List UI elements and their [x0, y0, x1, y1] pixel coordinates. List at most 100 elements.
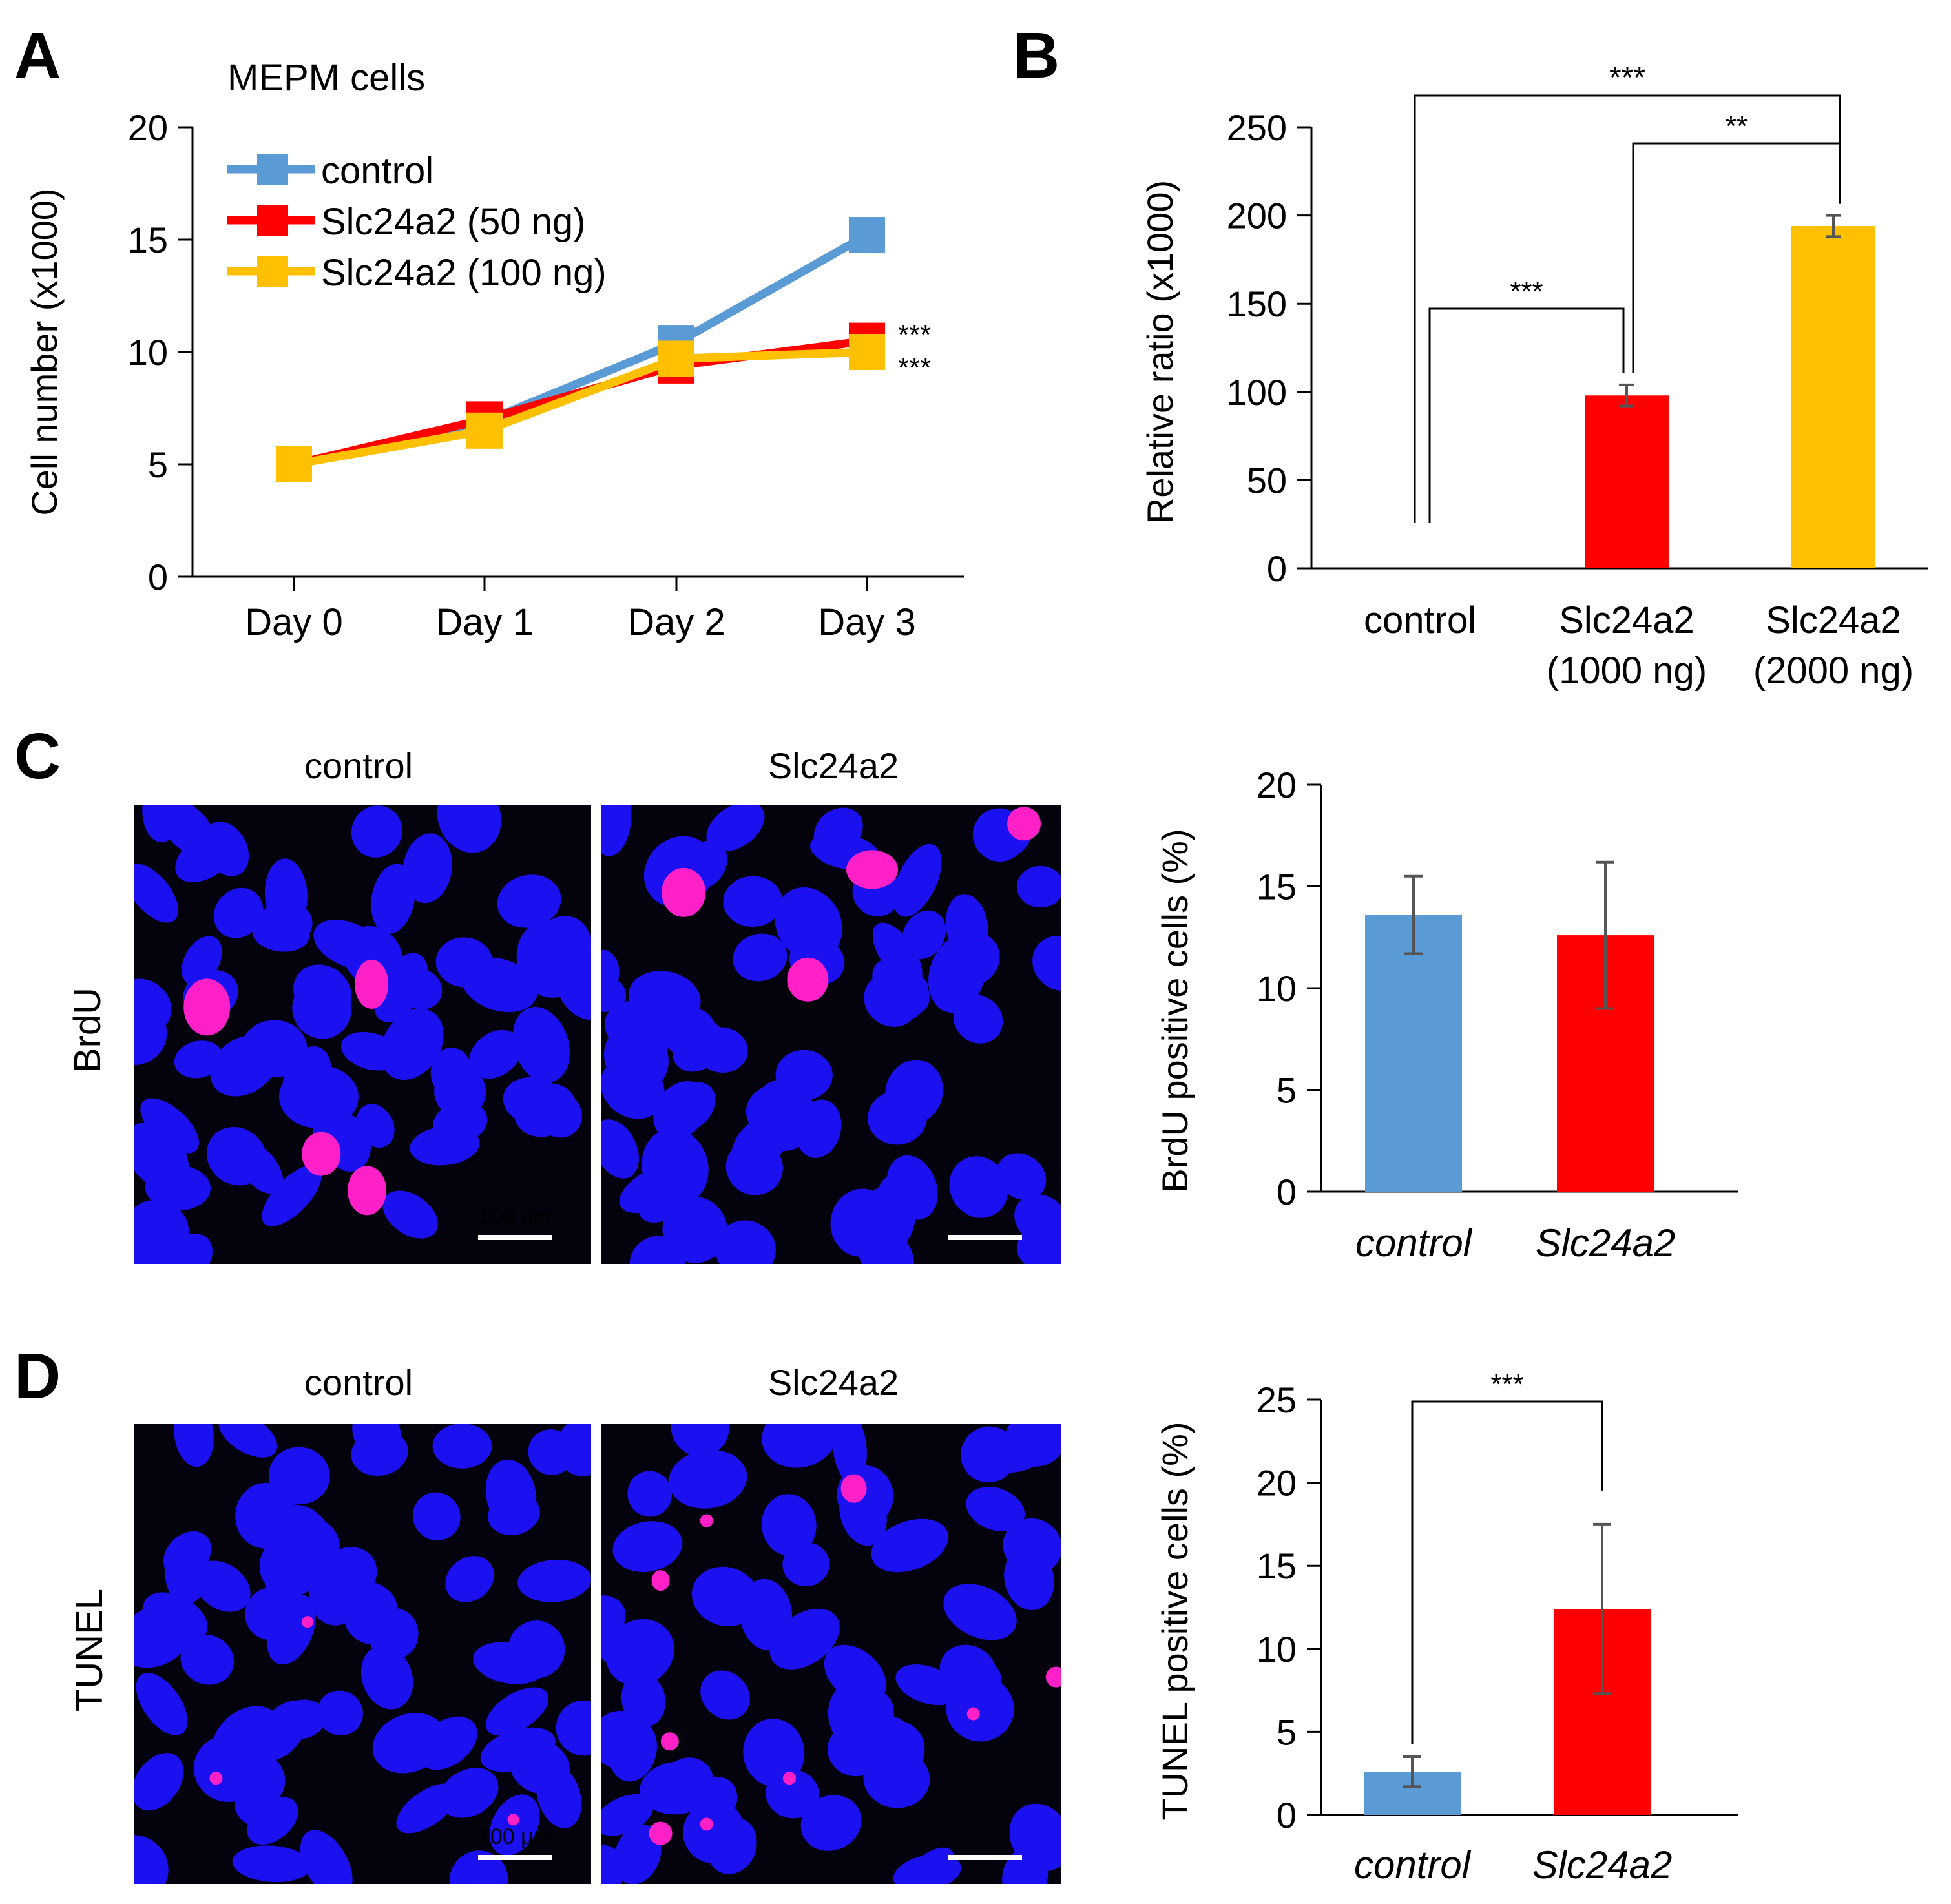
blue-nucleus [235, 1482, 296, 1549]
blue-nucleus [469, 1030, 522, 1079]
blue-nucleus [943, 1584, 1017, 1640]
blue-nucleus [949, 1156, 1008, 1218]
blue-nucleus [897, 1847, 955, 1884]
chart-c-xtick-label: control [1355, 1221, 1473, 1265]
chart-a-ytick-label: 15 [128, 220, 168, 260]
chart-c-xtick-label: Slc24a2 [1536, 1221, 1676, 1265]
pink-nucleus [840, 1474, 867, 1503]
chart-a-legend-label: control [321, 150, 433, 192]
blue-nucleus [864, 973, 919, 1027]
chart-b-xtick-label: (2000 ng) [1753, 650, 1914, 692]
panel-c-col-label-control: control [304, 745, 413, 786]
blue-nucleus [706, 805, 765, 852]
blue-nucleus [642, 1128, 709, 1206]
chart-b-xtick-label: (1000 ng) [1547, 650, 1707, 692]
blue-nucleus [517, 1559, 591, 1602]
blue-nucleus [245, 1587, 298, 1640]
panel-d-letter: D [14, 1340, 61, 1412]
panel-c-col-label-slc24a2: Slc24a2 [768, 745, 899, 786]
blue-nucleus [218, 1424, 278, 1458]
blue-nucleus [211, 1706, 283, 1776]
chart-d-ytick-label: 10 [1257, 1629, 1297, 1670]
chart-b-ytick-label: 100 [1227, 372, 1287, 413]
blue-nucleus [601, 1845, 626, 1884]
chart-b-ytick-label: 150 [1227, 284, 1287, 324]
pink-nucleus [507, 1814, 519, 1826]
pink-nucleus [782, 1772, 796, 1785]
chart-a-xtick-label: Day 0 [245, 601, 343, 643]
blue-nucleus [159, 805, 216, 857]
blue-nucleus [928, 935, 986, 1013]
pink-nucleus [1007, 807, 1041, 841]
blue-nucleus [1014, 1194, 1061, 1245]
blue-nucleus [955, 1661, 1002, 1706]
chart-b-xtick-label: Slc24a2 [1559, 599, 1695, 641]
blue-nucleus [621, 1672, 666, 1727]
pink-nucleus [183, 978, 231, 1036]
micC2-nuclei [601, 805, 1061, 1264]
panel-c-letter: C [14, 720, 61, 792]
blue-nucleus [558, 967, 591, 1020]
blue-nucleus [832, 1424, 867, 1484]
micD2-nuclei [601, 1424, 1061, 1884]
blue-nucleus [485, 1459, 537, 1530]
chart-a-series-point [849, 217, 885, 254]
blue-nucleus [213, 887, 264, 938]
blue-nucleus [665, 1082, 716, 1133]
chart-a-ytick-label: 20 [128, 107, 168, 148]
blue-nucleus [232, 1845, 311, 1883]
blue-nucleus [434, 1065, 486, 1119]
pink-nucleus [660, 1732, 679, 1751]
pink-nucleus [846, 850, 899, 889]
blue-nucleus [356, 1104, 395, 1148]
blue-nucleus [134, 1603, 194, 1668]
blue-nucleus [715, 1220, 776, 1264]
chart-d-xtick-label: Slc24a2 [1532, 1843, 1673, 1887]
chart-d-significance-bracket [1411, 1400, 1603, 1744]
blue-nucleus [695, 1027, 748, 1073]
blue-nucleus [601, 805, 632, 856]
chart-a-significance-label: *** [898, 319, 931, 351]
blue-nucleus [609, 1720, 657, 1782]
pink-nucleus [355, 959, 389, 1009]
blue-nucleus [351, 1429, 408, 1476]
blue-nucleus [293, 964, 352, 1021]
blue-nucleus [700, 1670, 750, 1720]
blue-nucleus [180, 1634, 235, 1685]
pink-nucleus [348, 1166, 387, 1216]
blue-nucleus [360, 1645, 413, 1710]
chart-a-legend-marker [257, 256, 288, 287]
chart-c-ytick-label: 15 [1257, 867, 1297, 907]
blue-nucleus [480, 1727, 556, 1772]
blue-nucleus [503, 1077, 566, 1126]
blue-nucleus [895, 1664, 959, 1706]
blue-nucleus [1032, 935, 1061, 991]
blue-nucleus [300, 1830, 353, 1884]
chart-b-significance-label: *** [1510, 276, 1543, 307]
chart-c-ytick-label: 20 [1257, 765, 1297, 805]
pink-nucleus [662, 867, 706, 917]
chart-a-ytick-label: 5 [148, 444, 168, 485]
chart-b-ytick-label: 50 [1247, 460, 1287, 501]
chart-b-bar [1791, 225, 1875, 568]
blue-nucleus [556, 1424, 591, 1476]
blue-nucleus [302, 1064, 345, 1126]
scale-bar [478, 1855, 552, 1860]
chart-b-ytick-label: 0 [1267, 548, 1287, 589]
chart-a-cell-number: 0 5 10 15 20 Cell number (x1000) Day 0 Day 1 Day… [24, 107, 964, 643]
blue-nucleus [966, 1487, 1025, 1531]
chart-a-series-line [293, 347, 868, 469]
blue-nucleus [605, 1619, 674, 1686]
blue-nucleus [417, 1716, 477, 1770]
panel-a-subtitle: MEPM cells [227, 57, 425, 99]
chart-d-tunel: 0 5 10 15 20 25 TUNEL positive cells (%) contro… [1154, 1369, 1738, 1887]
pink-nucleus [209, 1772, 223, 1785]
chart-d-ytick-label: 20 [1257, 1463, 1297, 1504]
pink-nucleus [787, 957, 829, 1002]
blue-nucleus [485, 1687, 549, 1736]
blue-nucleus [262, 1164, 322, 1226]
pink-nucleus [966, 1707, 980, 1721]
blue-nucleus [174, 1424, 214, 1467]
chart-a-legend-label: Slc24a2 (50 ng) [321, 201, 585, 243]
blue-nucleus [886, 1155, 938, 1220]
